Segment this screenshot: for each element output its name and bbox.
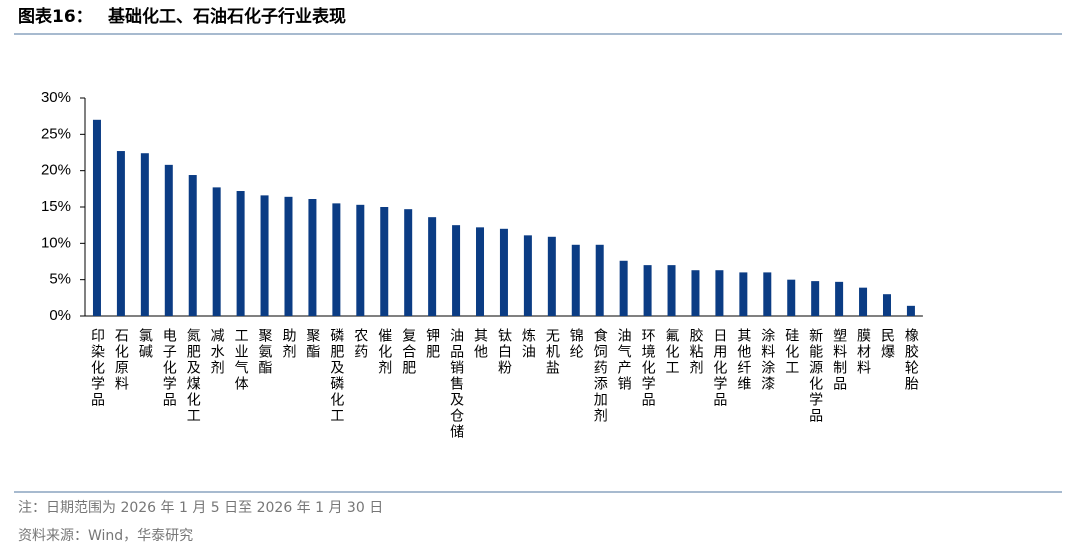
bar: [404, 209, 413, 316]
bar: [667, 265, 676, 316]
x-tick-label: 日用化学品: [711, 328, 727, 408]
x-tick-label: 塑料制品: [831, 328, 847, 392]
x-tick-label: 其他纤维: [735, 328, 751, 392]
bar: [547, 236, 556, 316]
bar: [523, 235, 532, 316]
x-tick-label: 钛白粉: [496, 328, 512, 376]
bar: [308, 199, 317, 316]
bar: [356, 204, 365, 316]
bar: [428, 217, 437, 316]
bar: [763, 272, 772, 316]
bar: [787, 279, 796, 316]
x-tick-label: 农药: [352, 328, 368, 360]
x-tick-label: 氮肥及煤化工: [185, 328, 201, 424]
bar: [476, 227, 485, 316]
bar: [284, 196, 293, 316]
x-tick-label: 复合肥: [400, 327, 416, 376]
bar: [452, 225, 461, 316]
bar: [571, 244, 580, 316]
x-tick-label: 膜材料: [855, 328, 871, 376]
x-tick-label: 硅化工: [783, 328, 799, 376]
bar: [380, 207, 389, 316]
bar: [164, 164, 173, 316]
bar: [882, 294, 891, 316]
x-tick-label: 橡胶轮胎: [903, 328, 919, 392]
x-tick-label: 食饲药添加剂: [592, 327, 608, 424]
x-tick-label: 其他: [472, 328, 488, 360]
bar: [595, 244, 604, 316]
bar: [116, 151, 125, 316]
bar: [859, 287, 868, 316]
bar: [236, 191, 245, 316]
x-tick-label: 炼油: [520, 328, 536, 360]
bar: [643, 265, 652, 316]
x-tick-label: 无机盐: [544, 328, 560, 376]
bar: [906, 305, 915, 316]
chart-title: 基础化工、石油石化子行业表现: [107, 6, 346, 27]
x-tick-label: 印染化学品: [89, 328, 105, 408]
x-tick-label: 油气产销: [616, 328, 632, 392]
x-tick-label: 助剂: [280, 328, 296, 360]
y-tick-label: 20%: [41, 162, 71, 179]
y-tick-label: 5%: [49, 271, 71, 288]
x-tick-label: 石化原料: [113, 328, 129, 392]
x-tick-label: 减水剂: [209, 328, 225, 376]
x-tick-label: 新能源化学品: [807, 328, 823, 424]
x-tick-label: 磷肥及磷化工: [328, 328, 344, 424]
y-tick-label: 0%: [49, 307, 71, 324]
x-tick-label: 聚酯: [304, 328, 320, 360]
bar: [92, 119, 101, 316]
bar: [739, 272, 748, 316]
x-tick-label: 电子化学品: [161, 328, 177, 408]
bar: [715, 270, 724, 316]
y-tick-label: 25%: [41, 125, 71, 142]
bar: [260, 195, 269, 316]
source: 资料来源：Wind，华泰研究: [18, 528, 193, 544]
x-tick-label: 工业气体: [233, 328, 249, 392]
bar: [835, 281, 844, 316]
x-tick-label: 催化剂: [376, 328, 392, 376]
x-tick-label: 氯碱: [137, 328, 153, 360]
x-tick-label: 民爆: [879, 328, 895, 360]
x-tick-label: 钾肥: [424, 328, 440, 360]
x-tick-label: 胶粘剂: [687, 327, 703, 376]
bar: [188, 175, 197, 316]
y-tick-label: 10%: [41, 234, 71, 251]
bar: [212, 187, 221, 316]
x-tick-label: 环境化学品: [640, 328, 656, 408]
y-tick-label: 15%: [41, 198, 71, 215]
bar: [619, 260, 628, 316]
y-tick-label: 30%: [41, 89, 71, 106]
bar: [140, 153, 149, 316]
bar: [332, 203, 341, 316]
bar: [811, 281, 820, 316]
note: 注：日期范围为 2026 年 1 月 5 日至 2026 年 1 月 30 日: [18, 499, 383, 516]
x-tick-label: 聚氨酯: [257, 328, 273, 376]
x-tick-label: 锦纶: [568, 327, 584, 360]
x-tick-label: 油品销售及仓储: [448, 328, 464, 440]
bar: [691, 270, 700, 316]
x-tick-label: 氟化工: [664, 328, 680, 376]
figure-label: 图表16：: [18, 6, 93, 27]
bar: [499, 228, 508, 316]
x-tick-label: 涂料涂漆: [759, 328, 775, 392]
